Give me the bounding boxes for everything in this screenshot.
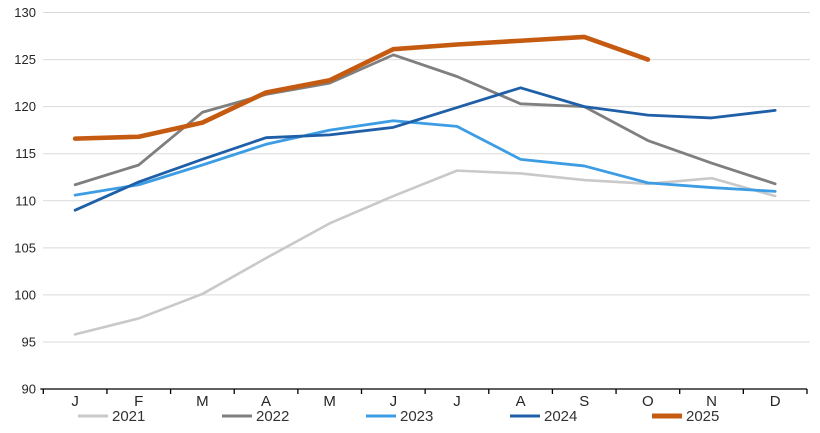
y-axis-tick-label: 125 bbox=[14, 52, 36, 67]
legend-label-2021: 2021 bbox=[112, 408, 145, 425]
x-axis-month-label: F bbox=[134, 393, 143, 410]
legend-label-2023: 2023 bbox=[400, 408, 433, 425]
y-axis-tick-label: 115 bbox=[15, 146, 36, 161]
x-axis-month-label: O bbox=[642, 393, 654, 410]
x-axis-month-label: D bbox=[770, 393, 781, 410]
series-line-2022 bbox=[73, 53, 777, 187]
legend-label-2025: 2025 bbox=[686, 408, 719, 425]
y-axis-tick-label: 100 bbox=[14, 287, 36, 302]
series-line-2021 bbox=[73, 169, 777, 336]
x-axis-month-label: A bbox=[261, 393, 271, 410]
y-axis-tick-label: 105 bbox=[14, 240, 36, 255]
x-axis-month-label: J bbox=[453, 393, 461, 410]
x-axis-month-label: M bbox=[196, 393, 209, 410]
x-axis-month-label: M bbox=[323, 393, 336, 410]
y-axis-tick-label: 95 bbox=[22, 334, 36, 349]
series-line-2023 bbox=[73, 119, 777, 197]
series-line-2024 bbox=[73, 86, 777, 212]
x-axis-month-label: S bbox=[579, 393, 589, 410]
y-axis-tick-label: 90 bbox=[22, 382, 36, 397]
x-axis-month-label: J bbox=[71, 393, 79, 410]
series-line-2025 bbox=[72, 34, 651, 141]
x-axis-month-label: A bbox=[516, 393, 526, 410]
legend-label-2022: 2022 bbox=[256, 408, 289, 425]
y-axis-tick-label: 130 bbox=[14, 5, 36, 20]
y-axis-tick-label: 120 bbox=[14, 99, 36, 114]
legend-label-2024: 2024 bbox=[544, 408, 577, 425]
x-axis-month-label: J bbox=[390, 393, 398, 410]
x-axis-month-label: N bbox=[706, 393, 717, 410]
y-axis-tick-label: 110 bbox=[15, 193, 36, 208]
